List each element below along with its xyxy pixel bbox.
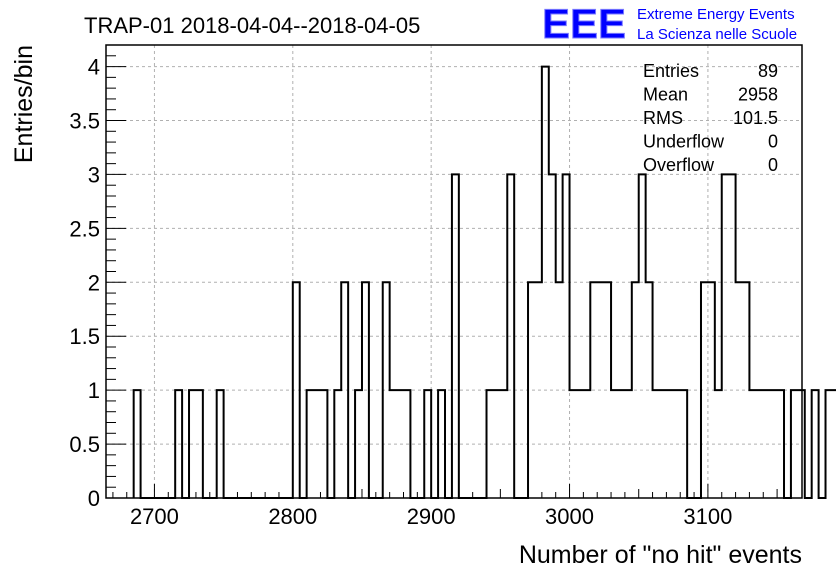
eee-logo: EEE Extreme Energy Events La Scienza nel… xyxy=(542,0,798,48)
stats-value: 101.5 xyxy=(733,108,778,128)
y-axis: 0 0.5 1 1.5 2 2.5 3 3.5 4 xyxy=(69,44,126,511)
x-tick-label: 2700 xyxy=(130,504,179,529)
eee-logo-letters: EEE xyxy=(542,0,626,47)
x-axis-label: Number of "no hit" events xyxy=(519,541,802,569)
y-tick-label: 3 xyxy=(88,162,100,187)
x-tick-label: 2900 xyxy=(407,504,456,529)
stats-value: 89 xyxy=(758,61,778,81)
stats-value: 0 xyxy=(768,132,778,152)
stats-value: 0 xyxy=(768,155,778,175)
stats-label: Entries xyxy=(643,61,699,81)
y-tick-label: 1 xyxy=(88,378,100,403)
stats-box: Entries 89 Mean 2958 RMS 101.5 Underflow 0 Overf… xyxy=(643,61,778,175)
x-axis: 2700 2800 2900 3000 3100 xyxy=(112,484,792,529)
y-tick-label: 2 xyxy=(88,270,100,295)
y-tick-label: 2.5 xyxy=(69,216,100,241)
y-tick-label: 1.5 xyxy=(69,324,100,349)
y-tick-label: 4 xyxy=(88,55,100,80)
logo-line-2: La Scienza nelle Scuole xyxy=(637,26,797,43)
y-tick-label: 0 xyxy=(88,486,100,511)
y-tick-label: 0.5 xyxy=(69,432,100,457)
chart-title: TRAP-01 2018-04-04--2018-04-05 xyxy=(84,13,420,38)
stats-label: Mean xyxy=(643,85,688,105)
logo-line-1: Extreme Energy Events xyxy=(637,6,795,23)
x-tick-label: 3100 xyxy=(683,504,732,529)
stats-label: Underflow xyxy=(643,132,725,152)
y-axis-label: Entries/bin xyxy=(10,45,38,163)
stats-label: Overflow xyxy=(643,155,715,175)
x-tick-label: 2800 xyxy=(268,504,317,529)
x-tick-label: 3000 xyxy=(545,504,594,529)
stats-label: RMS xyxy=(643,108,683,128)
y-tick-label: 3.5 xyxy=(69,109,100,134)
stats-value: 2958 xyxy=(738,85,778,105)
